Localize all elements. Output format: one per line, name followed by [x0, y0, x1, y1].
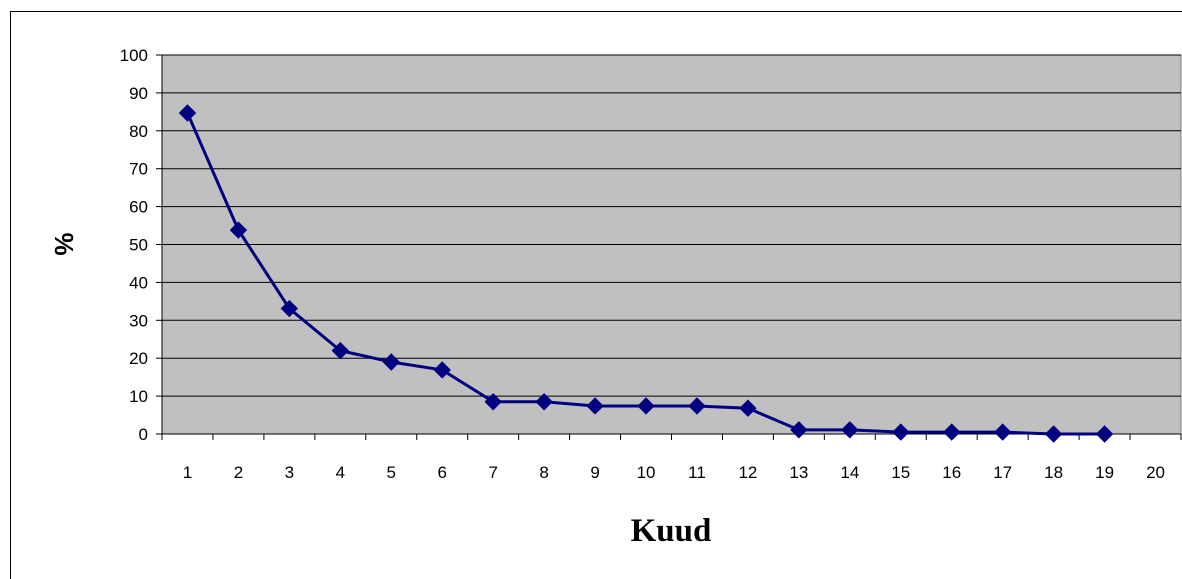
x-tick-label: 18: [1044, 463, 1063, 482]
gridlines: [162, 54, 1181, 397]
data-point-marker: [586, 397, 604, 415]
data-point-marker: [1044, 425, 1063, 443]
data-point-marker: [484, 393, 502, 411]
y-tick-label: 70: [129, 160, 148, 179]
x-tick-label: 17: [993, 463, 1012, 482]
data-point-marker: [229, 221, 248, 239]
y-tick-label: 40: [129, 273, 148, 292]
x-tick-label: 1: [183, 463, 192, 482]
y-tick-label: 60: [129, 198, 148, 217]
x-axis-tick-labels: 1 2 3 4 5 6 7 8 9 10 11 12 13 14 15 16 17 18 19 20: [161, 434, 1182, 482]
x-tick-label: 12: [738, 463, 757, 482]
data-point-marker: [178, 104, 197, 122]
data-point-marker: [433, 361, 451, 379]
x-tick-label: 14: [840, 463, 859, 482]
x-tick-label: 13: [789, 463, 808, 482]
x-tick-label: 9: [590, 463, 599, 482]
data-point-marker: [382, 353, 400, 371]
y-tick-label: 30: [129, 311, 148, 330]
y-axis-label: %: [49, 232, 79, 255]
data-point-marker: [892, 423, 910, 441]
x-tick-label: 10: [637, 463, 656, 482]
data-point-marker: [688, 397, 706, 415]
series-group: [178, 104, 1114, 443]
data-point-marker: [841, 421, 859, 439]
x-tick-label: 11: [688, 463, 706, 482]
x-axis-label: Kuud: [631, 513, 712, 549]
data-point-marker: [943, 423, 961, 441]
x-tick-label: 20: [1146, 463, 1165, 482]
y-tick-label: 50: [129, 236, 148, 255]
y-tick-label: 80: [129, 122, 148, 141]
x-tick-label: 16: [942, 463, 961, 482]
data-point-marker: [637, 397, 655, 415]
y-tick-label: 100: [120, 46, 148, 65]
data-point-marker: [1095, 425, 1114, 443]
x-tick-label: 19: [1095, 463, 1114, 482]
x-tick-label: 2: [234, 463, 243, 482]
x-tick-label: 3: [285, 463, 294, 482]
x-tick-label: 8: [539, 463, 548, 482]
y-tick-label: 90: [129, 84, 148, 103]
data-point-marker: [739, 399, 757, 417]
data-point-marker: [790, 421, 808, 439]
x-tick-label: 7: [488, 463, 497, 482]
data-point-marker: [993, 423, 1012, 441]
y-axis-tick-labels: 0 10 20 30 40 50 60 70 80 90 100: [120, 46, 162, 444]
x-tick-label: 4: [336, 463, 345, 482]
x-tick-label: 15: [891, 463, 910, 482]
x-tick-label: 6: [437, 463, 446, 482]
data-point-marker: [280, 299, 299, 318]
y-tick-label: 10: [129, 387, 148, 406]
y-tick-label: 20: [129, 349, 148, 368]
data-point-marker: [535, 393, 553, 411]
chart-area: [10, 11, 1182, 579]
y-tick-label: 0: [139, 425, 148, 444]
x-tick-label: 5: [387, 463, 396, 482]
data-point-marker: [331, 341, 350, 360]
